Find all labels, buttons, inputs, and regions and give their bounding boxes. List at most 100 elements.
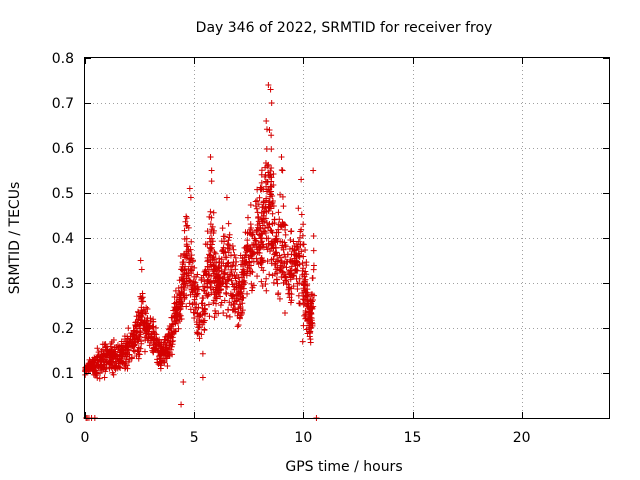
data-point-marker [226,273,233,280]
data-point-marker [219,275,226,282]
data-point-marker [236,301,243,308]
data-point-marker [263,195,270,202]
data-point-marker [288,228,295,235]
plot-frame [84,57,610,419]
data-point-marker [259,238,266,245]
data-point-marker [231,301,238,308]
data-point-marker [184,250,191,257]
data-point-marker [299,232,306,239]
data-point-marker [237,305,244,312]
data-point-marker [162,337,169,344]
data-point-marker [281,260,288,267]
data-point-marker [88,363,95,370]
data-point-marker [254,215,261,222]
data-point-marker [96,375,103,382]
data-point-marker [303,259,310,266]
data-point-marker [222,289,229,296]
data-point-marker [269,210,276,217]
data-point-marker [248,225,255,232]
data-point-marker [221,297,228,304]
data-point-marker [204,228,211,235]
data-point-marker [286,294,293,301]
data-point-marker [150,336,157,343]
data-point-marker [95,364,102,371]
data-point-marker [302,247,309,254]
data-point-marker [152,324,159,331]
data-point-marker [259,218,266,225]
data-point-marker [308,300,315,307]
data-point-marker [206,313,213,320]
data-point-marker [217,293,224,300]
data-point-marker [248,262,255,269]
data-point-marker [178,401,185,408]
data-point-marker [128,354,135,361]
data-point-marker [139,290,146,297]
data-point-marker [267,227,274,234]
data-point-marker [147,322,154,329]
data-point-marker [101,353,108,360]
x-tick-labels: 0 5 10 15 20 [81,430,531,446]
data-point-marker [172,314,179,321]
data-point-marker [259,204,266,211]
data-point-marker [266,127,273,133]
data-point-marker [193,291,200,298]
data-point-marker [288,263,295,270]
y-tick-label: 0.2 [52,321,74,337]
data-point-marker [199,305,206,312]
data-point-marker [244,242,251,249]
data-point-marker [195,330,202,337]
data-point-marker [201,287,208,294]
data-point-marker [243,252,250,259]
data-point-marker [176,311,183,318]
data-point-marker [186,278,193,285]
data-point-marker [138,313,145,320]
data-point-marker [209,255,216,262]
data-point-marker [198,274,205,281]
data-point-marker [296,275,303,282]
data-point-marker [182,263,189,270]
data-point-marker [280,221,287,228]
data-point-marker [292,257,299,264]
data-point-marker [123,362,130,369]
data-point-marker [200,295,207,302]
data-point-marker [256,250,263,257]
data-point-marker [104,350,111,357]
data-point-marker [154,347,161,354]
data-point-marker [109,362,116,369]
data-point-marker [82,371,89,378]
data-point-marker [298,211,305,218]
data-point-marker [243,272,250,279]
data-point-marker [294,280,301,287]
data-point-marker [300,241,307,248]
data-point-marker [191,300,198,307]
data-point-marker [268,132,275,139]
data-point-marker [150,349,157,356]
data-point-marker [238,309,245,316]
data-point-marker [255,201,262,208]
data-point-marker [249,229,256,236]
data-point-marker [278,244,285,251]
data-point-marker [242,279,249,286]
data-point-marker [138,340,145,347]
data-point-marker [218,299,225,306]
data-point-marker [278,258,285,265]
data-point-marker [225,220,232,227]
data-point-marker [263,118,270,124]
data-point-marker [153,335,160,342]
data-point-marker [273,276,280,283]
data-point-marker [208,241,215,248]
data-point-marker [137,320,144,327]
axis-ticks [85,58,609,419]
data-point-marker [136,351,143,358]
data-point-marker [206,251,213,258]
data-point-marker [117,353,124,360]
data-point-marker [297,228,304,235]
y-tick-labels: 0 0.1 0.2 0.3 0.4 0.5 0.6 0.7 0.8 [52,51,74,427]
data-point-marker [232,308,239,315]
data-point-marker [287,299,294,306]
data-point-marker [171,328,178,335]
data-point-marker [281,310,288,317]
data-point-marker [180,283,187,290]
data-point-marker [205,271,212,278]
data-point-marker [95,349,102,356]
